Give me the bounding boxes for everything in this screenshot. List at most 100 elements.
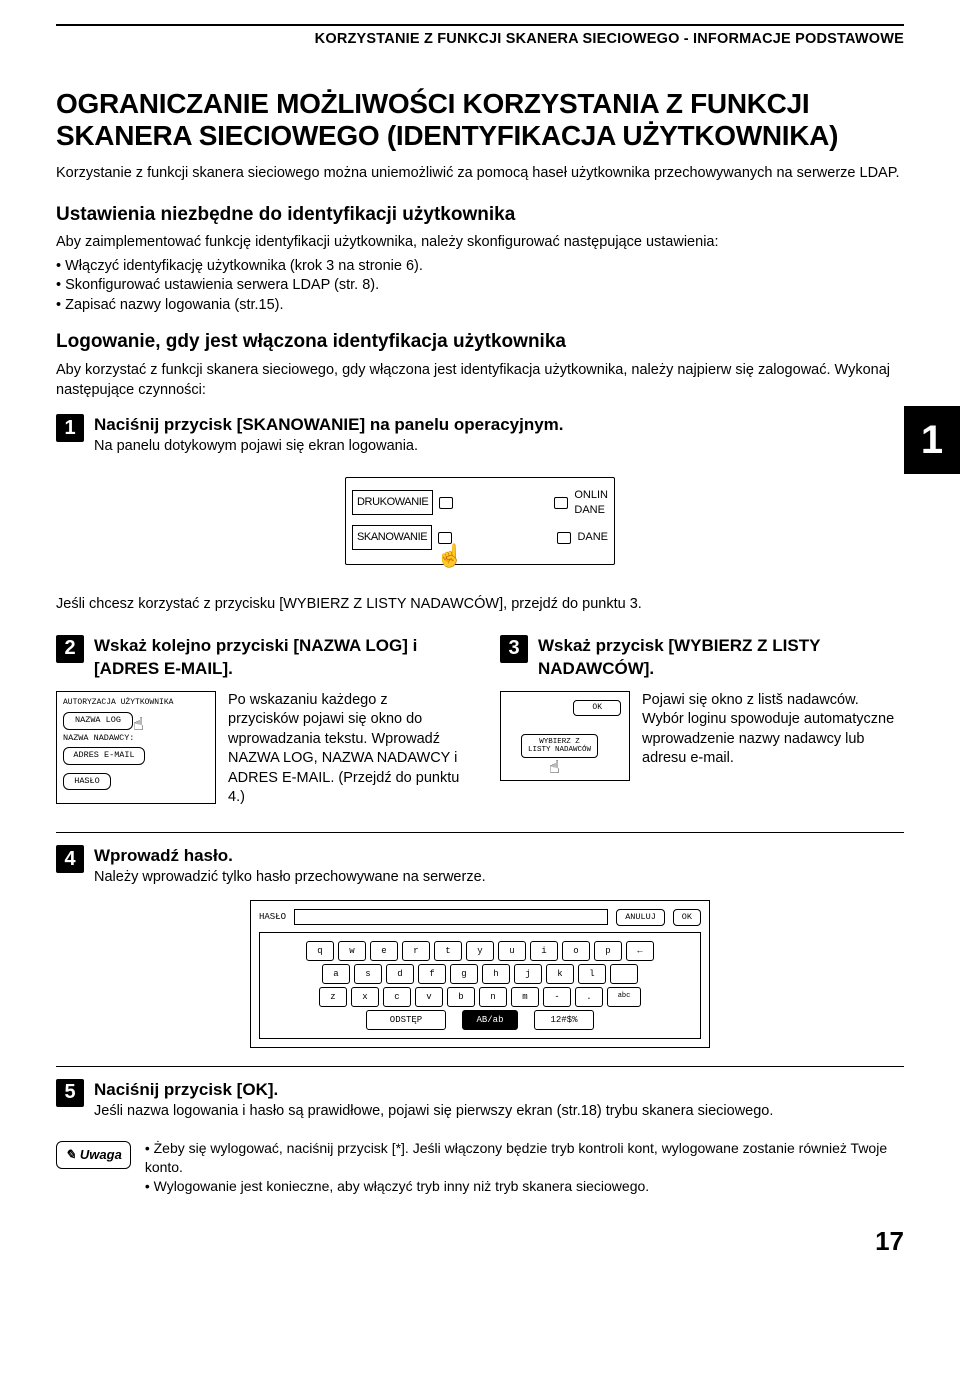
- led-icon: [554, 497, 568, 509]
- key[interactable]: o: [562, 941, 590, 961]
- step3-title: Wskaż przycisk [WYBIERZ Z LISTY NADAWCÓW…: [538, 635, 904, 681]
- note-box: ✎ Uwaga Żeby się wylogować, naciśnij prz…: [56, 1139, 904, 1196]
- step4-sub: Należy wprowadzić tylko hasło przechowyw…: [94, 868, 486, 888]
- key[interactable]: y: [466, 941, 494, 961]
- key[interactable]: p: [594, 941, 622, 961]
- key[interactable]: l: [578, 964, 606, 984]
- step2-body: Po wskazaniu każdego z przycisków pojawi…: [228, 691, 460, 808]
- mid-instruction: Jeśli chcesz korzystać z przycisku [WYBI…: [56, 595, 904, 615]
- step4-title: Wprowadź hasło.: [94, 845, 486, 868]
- ok-button[interactable]: OK: [573, 700, 621, 717]
- bullet-item: Włączyć identyfikację użytkownika (krok …: [56, 257, 904, 277]
- step-2-column: 2 Wskaż kolejno przyciski [NAZWA LOG] i …: [56, 635, 460, 808]
- space-key[interactable]: ODSTĘP: [366, 1010, 446, 1030]
- sender-list-button[interactable]: WYBIERZ ZLISTY NADAWCÓW: [521, 734, 598, 759]
- divider-rule: [56, 832, 904, 833]
- page-number: 17: [56, 1224, 904, 1259]
- hand-pointer-icon: ☝: [436, 541, 463, 571]
- keyboard-row: q w e r t y u i o p ←: [264, 941, 696, 961]
- key[interactable]: g: [450, 964, 478, 984]
- keyboard-row: ODSTĘP AB/ab 12#$%: [264, 1010, 696, 1030]
- step-number: 4: [56, 845, 84, 873]
- note-list: Żeby się wylogować, naciśnij przycisk [*…: [145, 1139, 904, 1196]
- step5-title: Naciśnij przycisk [OK].: [94, 1079, 773, 1102]
- abc-key[interactable]: abc: [607, 987, 641, 1007]
- control-panel-figure: DRUKOWANIE ONLIN DANE SKANOWANIE DANE ☝: [345, 477, 615, 566]
- keyboard-figure: HASŁO ANULUJ OK q w e r t y u i o p ← a …: [250, 900, 710, 1048]
- data-label: DANE: [574, 503, 608, 518]
- key[interactable]: z: [319, 987, 347, 1007]
- auth-panel-title: AUTORYZACJA UŻYTKOWNIKA: [63, 698, 209, 709]
- section1-bullets: Włączyć identyfikację użytkownika (krok …: [56, 257, 904, 316]
- hand-pointer-icon: ☝: [133, 714, 144, 738]
- led-icon: [557, 532, 571, 544]
- key[interactable]: x: [351, 987, 379, 1007]
- bullet-item: Zapisać nazwy logowania (str.15).: [56, 296, 904, 316]
- step3-body: Pojawi się okno z listš nadawców. Wybór …: [642, 691, 904, 769]
- key[interactable]: [610, 964, 638, 984]
- password-button[interactable]: HASŁO: [63, 773, 111, 790]
- key[interactable]: u: [498, 941, 526, 961]
- note-item: Żeby się wylogować, naciśnij przycisk [*…: [145, 1139, 904, 1177]
- scan-button[interactable]: SKANOWANIE: [352, 525, 432, 550]
- note-item: Wylogowanie jest konieczne, aby włączyć …: [145, 1177, 904, 1196]
- backspace-key[interactable]: ←: [626, 941, 654, 961]
- step-3-column: 3 Wskaż przycisk [WYBIERZ Z LISTY NADAWC…: [500, 635, 904, 808]
- email-button[interactable]: ADRES E-MAIL: [63, 747, 145, 764]
- key[interactable]: e: [370, 941, 398, 961]
- section2-para: Aby korzystać z funkcji skanera sieciowe…: [56, 361, 904, 400]
- key[interactable]: v: [415, 987, 443, 1007]
- pencil-icon: ✎: [65, 1146, 76, 1164]
- mode-key[interactable]: AB/ab: [462, 1010, 518, 1030]
- key[interactable]: q: [306, 941, 334, 961]
- header-rule: [56, 24, 904, 26]
- key[interactable]: s: [354, 964, 382, 984]
- key[interactable]: c: [383, 987, 411, 1007]
- step2-title: Wskaż kolejno przyciski [NAZWA LOG] i [A…: [94, 635, 460, 681]
- key[interactable]: t: [434, 941, 462, 961]
- key[interactable]: j: [514, 964, 542, 984]
- name-log-button[interactable]: NAZWA LOG: [63, 712, 133, 729]
- online-label: ONLIN: [574, 488, 608, 503]
- password-input[interactable]: [294, 909, 608, 925]
- step1-sub: Na panelu dotykowym pojawi się ekran log…: [94, 437, 564, 457]
- section1-title: Ustawienia niezbędne do identyfikacji uż…: [56, 202, 904, 228]
- step-number: 3: [500, 635, 528, 663]
- chapter-tab: 1: [904, 406, 960, 474]
- print-button[interactable]: DRUKOWANIE: [352, 490, 433, 515]
- step1-title: Naciśnij przycisk [SKANOWANIE] na panelu…: [94, 414, 564, 437]
- data-label: DANE: [577, 530, 608, 545]
- key[interactable]: n: [479, 987, 507, 1007]
- key[interactable]: r: [402, 941, 430, 961]
- key[interactable]: k: [546, 964, 574, 984]
- keyboard-title: HASŁO: [259, 911, 286, 923]
- divider-rule: [56, 1066, 904, 1067]
- list-panel-figure: OK WYBIERZ ZLISTY NADAWCÓW ☝: [500, 691, 630, 781]
- auth-panel-figure: AUTORYZACJA UŻYTKOWNIKA NAZWA LOG NAZWA …: [56, 691, 216, 805]
- key[interactable]: h: [482, 964, 510, 984]
- key[interactable]: f: [418, 964, 446, 984]
- key[interactable]: d: [386, 964, 414, 984]
- bullet-item: Skonfigurować ustawienia serwera LDAP (s…: [56, 276, 904, 296]
- intro-paragraph: Korzystanie z funkcji skanera sieciowego…: [56, 164, 904, 184]
- key[interactable]: w: [338, 941, 366, 961]
- step-number: 2: [56, 635, 84, 663]
- cancel-button[interactable]: ANULUJ: [616, 909, 665, 926]
- note-badge: ✎ Uwaga: [56, 1141, 131, 1169]
- key[interactable]: a: [322, 964, 350, 984]
- key[interactable]: m: [511, 987, 539, 1007]
- step-4: 4 Wprowadź hasło. Należy wprowadzić tylk…: [56, 845, 904, 888]
- keyboard-row: z x c v b n m - . abc: [264, 987, 696, 1007]
- step-number: 5: [56, 1079, 84, 1107]
- page-title: OGRANICZANIE MOŻLIWOŚCI KORZYSTANIA Z FU…: [56, 88, 904, 152]
- key[interactable]: .: [575, 987, 603, 1007]
- key[interactable]: i: [530, 941, 558, 961]
- hand-pointer-icon: ☝: [549, 757, 560, 781]
- key[interactable]: b: [447, 987, 475, 1007]
- symbol-key[interactable]: 12#$%: [534, 1010, 594, 1030]
- page-header: KORZYSTANIE Z FUNKCJI SKANERA SIECIOWEGO…: [56, 30, 904, 50]
- step-number: 1: [56, 414, 84, 442]
- keyboard-row: a s d f g h j k l: [264, 964, 696, 984]
- ok-button[interactable]: OK: [673, 909, 701, 926]
- key[interactable]: -: [543, 987, 571, 1007]
